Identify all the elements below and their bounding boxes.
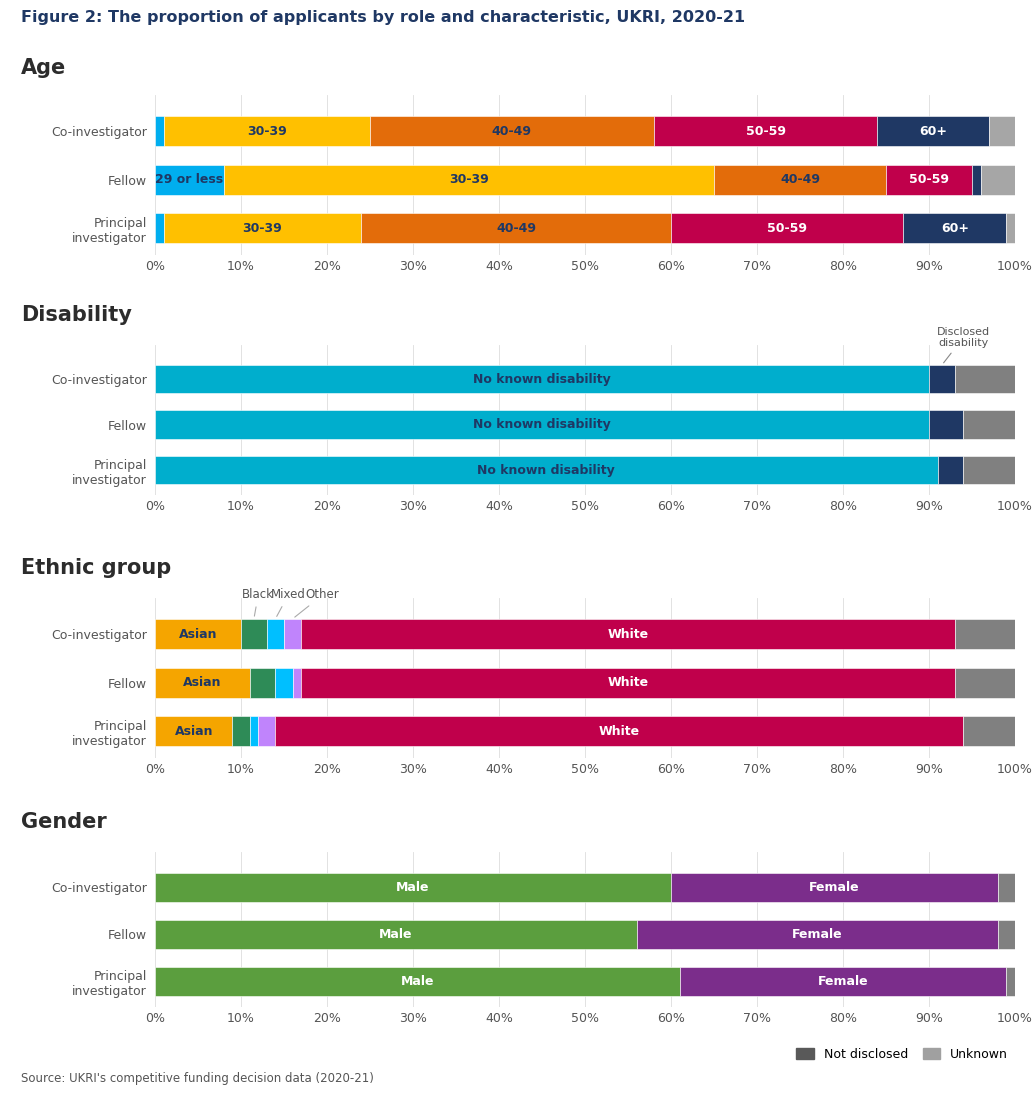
Bar bbox=[155, 667, 249, 698]
Bar bbox=[671, 872, 998, 902]
Text: Disability: Disability bbox=[21, 305, 131, 326]
Text: Male: Male bbox=[379, 927, 413, 940]
Bar bbox=[155, 619, 241, 650]
Bar bbox=[904, 214, 1006, 243]
Bar bbox=[998, 872, 1015, 902]
Bar bbox=[155, 411, 929, 438]
Bar bbox=[886, 164, 972, 195]
Text: Female: Female bbox=[809, 881, 860, 893]
Bar bbox=[369, 116, 654, 147]
Text: 30-39: 30-39 bbox=[449, 173, 489, 186]
Text: Female: Female bbox=[818, 974, 868, 987]
Text: Female: Female bbox=[792, 927, 842, 940]
Bar bbox=[1006, 967, 1015, 996]
Bar bbox=[155, 365, 929, 393]
Bar bbox=[164, 116, 369, 147]
Text: Asian: Asian bbox=[183, 676, 221, 689]
Legend: Not disclosed, Unknown: Not disclosed, Unknown bbox=[791, 1042, 1013, 1065]
Text: No known disability: No known disability bbox=[473, 418, 611, 431]
Bar bbox=[998, 920, 1015, 949]
Text: Asian: Asian bbox=[179, 628, 217, 641]
Bar bbox=[964, 411, 1015, 438]
Text: Source: UKRI's competitive funding decision data (2020-21): Source: UKRI's competitive funding decis… bbox=[21, 1072, 374, 1085]
Text: Asian: Asian bbox=[175, 724, 213, 738]
Bar bbox=[233, 717, 249, 746]
Bar bbox=[980, 164, 1015, 195]
Bar bbox=[938, 456, 964, 484]
Bar bbox=[275, 717, 964, 746]
Bar bbox=[249, 717, 258, 746]
Bar bbox=[224, 164, 714, 195]
Text: 60+: 60+ bbox=[941, 221, 969, 235]
Text: 50-59: 50-59 bbox=[767, 221, 807, 235]
Text: Other: Other bbox=[295, 589, 339, 617]
Text: Gender: Gender bbox=[21, 812, 107, 832]
Bar bbox=[155, 920, 637, 949]
Bar bbox=[955, 365, 1015, 393]
Bar bbox=[972, 164, 980, 195]
Text: 40-49: 40-49 bbox=[780, 173, 820, 186]
Text: Mixed: Mixed bbox=[271, 589, 305, 616]
Bar bbox=[955, 619, 1015, 650]
Bar bbox=[964, 717, 1015, 746]
Text: 40-49: 40-49 bbox=[496, 221, 536, 235]
Text: White: White bbox=[608, 676, 649, 689]
Bar bbox=[361, 214, 671, 243]
Bar bbox=[680, 967, 1006, 996]
Text: Figure 2: The proportion of applicants by role and characteristic, UKRI, 2020-21: Figure 2: The proportion of applicants b… bbox=[21, 10, 745, 25]
Bar bbox=[955, 667, 1015, 698]
Bar bbox=[293, 667, 301, 698]
Bar bbox=[155, 872, 671, 902]
Text: 50-59: 50-59 bbox=[745, 125, 786, 138]
Bar bbox=[301, 619, 955, 650]
Text: Disclosed
disability: Disclosed disability bbox=[937, 327, 989, 363]
Text: 40-49: 40-49 bbox=[492, 125, 532, 138]
Bar bbox=[714, 164, 886, 195]
Bar bbox=[164, 214, 361, 243]
Bar bbox=[929, 411, 964, 438]
Text: 50-59: 50-59 bbox=[909, 173, 949, 186]
Bar bbox=[1006, 214, 1015, 243]
Bar bbox=[155, 116, 164, 147]
Bar bbox=[267, 619, 284, 650]
Text: 30-39: 30-39 bbox=[247, 125, 287, 138]
Bar bbox=[155, 967, 680, 996]
Bar bbox=[671, 214, 904, 243]
Bar bbox=[258, 717, 275, 746]
Bar bbox=[654, 116, 878, 147]
Bar bbox=[249, 667, 275, 698]
Bar bbox=[275, 667, 293, 698]
Bar bbox=[964, 456, 1015, 484]
Text: White: White bbox=[599, 724, 640, 738]
Bar bbox=[155, 214, 164, 243]
Text: No known disability: No known disability bbox=[473, 373, 611, 386]
Text: White: White bbox=[608, 628, 649, 641]
Text: 30-39: 30-39 bbox=[242, 221, 283, 235]
Bar bbox=[929, 365, 955, 393]
Bar bbox=[241, 619, 267, 650]
Text: 60+: 60+ bbox=[919, 125, 947, 138]
Bar bbox=[301, 667, 955, 698]
Text: Ethnic group: Ethnic group bbox=[21, 558, 171, 578]
Bar bbox=[155, 456, 938, 484]
Bar bbox=[155, 717, 233, 746]
Bar bbox=[637, 920, 998, 949]
Text: Black: Black bbox=[242, 589, 274, 616]
Text: Male: Male bbox=[396, 881, 430, 893]
Text: Male: Male bbox=[401, 974, 434, 987]
Bar bbox=[989, 116, 1015, 147]
Text: Age: Age bbox=[21, 58, 66, 78]
Bar bbox=[878, 116, 989, 147]
Bar bbox=[155, 164, 224, 195]
Text: 29 or less: 29 or less bbox=[155, 173, 224, 186]
Bar bbox=[284, 619, 301, 650]
Text: No known disability: No known disability bbox=[477, 464, 615, 477]
